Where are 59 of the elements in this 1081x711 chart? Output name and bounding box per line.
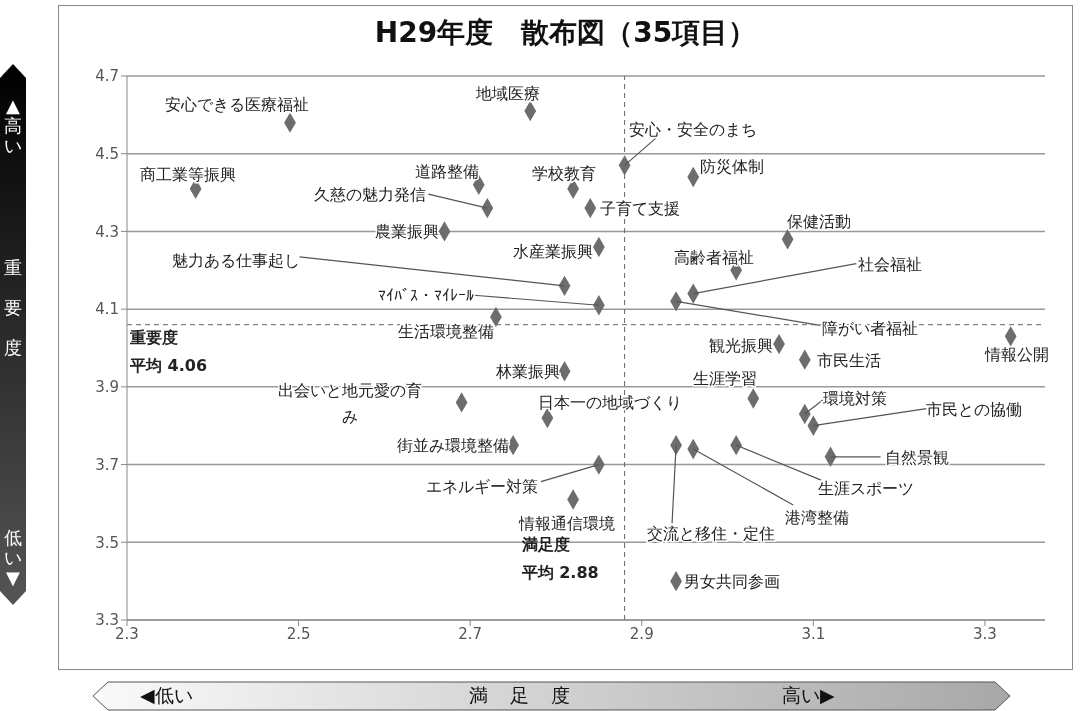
text: 高い▶ <box>782 683 835 708</box>
text: ▲高い <box>3 95 23 156</box>
chart-title: H29年度 散布図（35項目） <box>373 15 758 51</box>
x-tick-label: 2.7 <box>458 624 483 643</box>
text: 低い▼ <box>3 527 23 588</box>
annotation: 高齢者福祉 <box>674 247 755 267</box>
x-tick-label: 2.3 <box>115 624 139 643</box>
ref-line-label: 平均 4.06 <box>129 355 208 375</box>
annotation: 保健活動 <box>786 211 851 231</box>
annotation: エネルギー対策 <box>425 476 538 496</box>
y-tick-label: 4.3 <box>95 222 119 241</box>
y-tick-label: 4.5 <box>95 145 119 164</box>
annotation: 出会いと地元愛の育み <box>277 380 422 426</box>
text: ◀低い <box>140 683 193 708</box>
y-tick-label: 3.7 <box>95 455 119 474</box>
annotation: 生活環境整備 <box>397 321 494 341</box>
y-tick-label: 4.7 <box>95 67 119 86</box>
annotation: 満足度 <box>520 535 570 554</box>
annotation: 林業振興 <box>494 361 560 381</box>
annotation: ﾏｲﾊﾞｽ・ﾏｲﾚｰﾙ <box>377 285 474 305</box>
ref-line-label: 平均 2.88 <box>520 563 599 582</box>
annotation: 水産業振興 <box>512 241 593 261</box>
annotation: 市民生活 <box>816 350 881 370</box>
annotation: 生涯スポーツ <box>818 478 915 498</box>
annotation: 街並み環境整備 <box>397 435 510 455</box>
x-tick-label: 3.1 <box>801 624 826 643</box>
annotation: 障がい者福祉 <box>822 318 919 338</box>
text: 重要度 <box>3 256 23 360</box>
annotation: 学校教育 <box>532 163 597 183</box>
annotation: 安心できる医療福祉 <box>165 94 310 114</box>
annotation: 安心・安全のまち <box>628 119 757 139</box>
annotation: 商工業等振興 <box>139 164 236 184</box>
annotation: 久慈の魅力発信 <box>314 184 427 204</box>
annotation: 自然景観 <box>884 447 949 467</box>
annotation: 道路整備 <box>414 161 479 181</box>
annotation: 地域医療 <box>475 83 541 103</box>
annotation: 男女共同参画 <box>684 571 781 591</box>
y-axis-title: 重要度 <box>129 327 178 347</box>
annotation: 生涯学習 <box>693 368 758 388</box>
y-tick-label: 3.9 <box>95 378 119 397</box>
annotation: 農業振興 <box>375 221 440 241</box>
x-tick-label: 2.9 <box>629 624 654 643</box>
annotation: 情報通信環境 <box>518 513 616 533</box>
annotation: 観光振興 <box>709 335 774 355</box>
annotation: 市民との協働 <box>926 399 1023 419</box>
annotation: 魅力ある仕事起し <box>171 250 300 270</box>
annotation: 交流と移住・定住 <box>647 523 776 543</box>
annotation: 子育て支援 <box>600 198 681 218</box>
annotation: 環境対策 <box>822 388 887 408</box>
annotation: 情報公開 <box>983 344 1049 364</box>
x-tick-label: 3.3 <box>973 624 997 643</box>
x-tick-label: 2.5 <box>286 624 311 643</box>
annotation: 社会福祉 <box>858 254 923 274</box>
annotation: 日本一の地域づくり <box>538 392 683 412</box>
annotation: 防災体制 <box>700 156 765 176</box>
y-tick-label: 3.5 <box>95 533 119 552</box>
annotation: 港湾整備 <box>785 507 850 527</box>
x-axis-title: 満足度 <box>467 683 593 708</box>
y-tick-label: 4.1 <box>95 300 119 319</box>
